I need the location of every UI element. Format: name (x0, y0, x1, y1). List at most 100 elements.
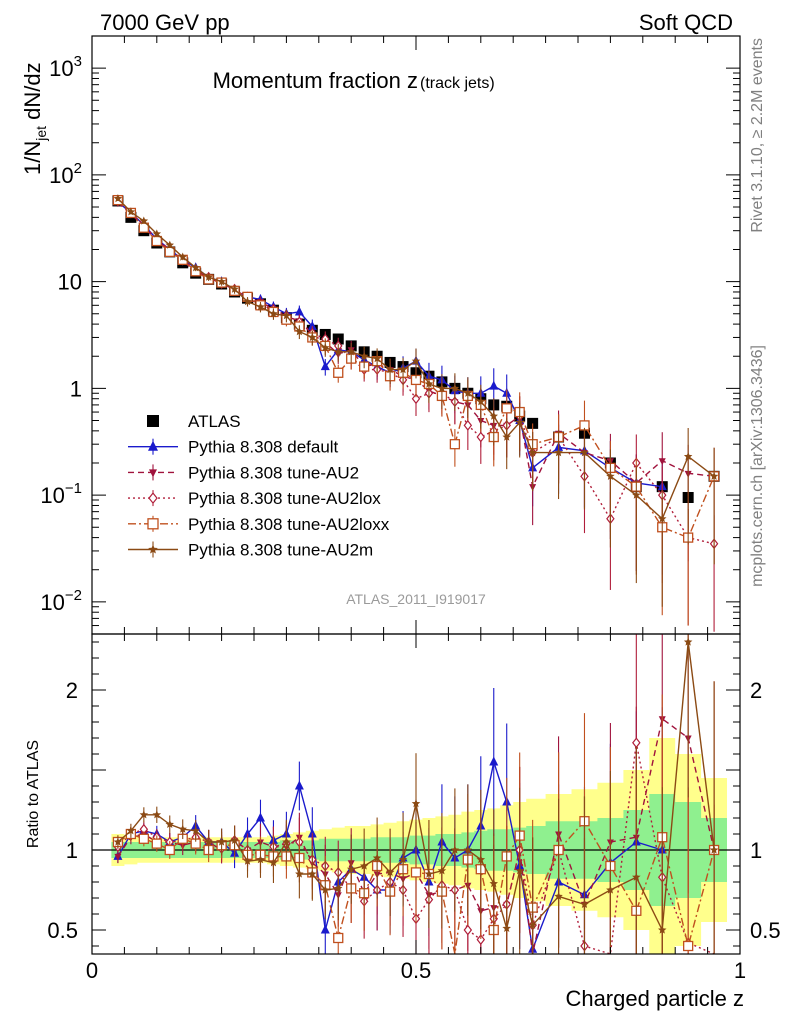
rivet-label: Rivet 3.1.10, ≥ 2.2M events (749, 38, 766, 233)
legend-label: Pythia 8.308 tune-AU2lox (188, 489, 381, 508)
ylabel-sub: jet (33, 126, 49, 142)
y-tick-exp: 2 (74, 160, 82, 177)
ratio-point-au2m (580, 899, 589, 908)
legend-label: Pythia 8.308 default (188, 438, 339, 457)
mcplots-label: mcplots.cern.ch [arXiv:1306.3436] (749, 345, 766, 587)
point-au2m (282, 311, 291, 320)
series-line-au2 (117, 202, 715, 489)
ratio-line-au2m (117, 641, 715, 933)
ratio-point-au2m (450, 845, 460, 854)
ratio-point-au2lox (476, 934, 486, 946)
ratio-point-au2m (282, 837, 291, 846)
point-au2m (256, 302, 265, 311)
ratio-point-au2loxx (164, 844, 175, 856)
point-au2lox (476, 431, 486, 443)
main-title: Momentum fraction z (213, 68, 418, 93)
ratio-point-au2m (359, 861, 369, 870)
ratio-point-au2m (256, 855, 265, 864)
point-au2m (295, 327, 304, 336)
y-tick-exp: −2 (65, 587, 82, 604)
legend-label: Pythia 8.308 tune-AU2 (188, 463, 359, 482)
legend-item-atlas: ATLAS (147, 412, 241, 431)
ratio-point-au2m (709, 845, 719, 854)
legend-label: Pythia 8.308 tune-AU2loxx (188, 515, 390, 534)
legend-marker-au2loxx (147, 518, 159, 530)
ratio-panel: 0.5 0.51 12 20 0.5 1 Ratio to ATLAS Charged p… (25, 633, 781, 1011)
legend: ATLAS Pythia 8.308 default Pythia 8.308 tu… (128, 412, 390, 560)
svg-text:1/Njet dN/dz: 1/Njet dN/dz (20, 62, 49, 175)
x-tick-label: 0.5 (401, 958, 432, 983)
ratio-point-au2m (632, 872, 641, 881)
legend-item-au2lox: Pythia 8.308 tune-AU2lox (128, 489, 381, 508)
y-tick-label: 10 (58, 270, 82, 295)
point-au2m (243, 297, 252, 306)
x-axis-label: Charged particle z (565, 986, 744, 1011)
point-au2m (554, 448, 563, 457)
point-default (320, 361, 330, 371)
legend-label: Pythia 8.308 tune-AU2m (188, 541, 373, 560)
y-tick-label: 10−1 (40, 480, 82, 508)
ratio-point-au2lox (463, 924, 473, 936)
point-au2m (204, 272, 213, 281)
legend-marker-atlas (147, 415, 159, 427)
ratio-point-au2m (217, 837, 226, 846)
point-au2m (308, 332, 317, 342)
ratio-point-au2m (385, 867, 395, 876)
point-au2loxx (151, 235, 162, 247)
ratio-point-au2m (372, 853, 382, 862)
ratio-y-tick-label-right: 2 (750, 678, 762, 703)
point-au2 (658, 458, 666, 466)
y-tick-base: 10 (49, 56, 73, 81)
header-right: Soft QCD (639, 10, 733, 35)
series-line-au2lox (117, 199, 715, 545)
y-tick-label: 10−2 (40, 587, 82, 615)
legend-marker-default (148, 440, 158, 451)
y-tick-label: 1 (70, 376, 82, 401)
ratio-point-default (320, 924, 330, 934)
ratio-point-au2m (424, 869, 434, 878)
ratio-point-au2 (114, 853, 122, 861)
ratio-point-au2m (165, 819, 174, 828)
ratio-point-au2m (126, 826, 136, 835)
ratio-point-au2m (321, 885, 330, 894)
point-au2m (424, 379, 434, 388)
legend-item-au2m: Pythia 8.308 tune-AU2m (128, 541, 373, 560)
ratio-point-au2m (476, 855, 486, 864)
ratio-point-au2m (683, 637, 693, 646)
ratio-point-au2m (113, 837, 123, 846)
point-au2m (476, 397, 486, 406)
ratio-point-au2m (269, 858, 278, 867)
ratio-point-au2m (658, 925, 667, 934)
ratio-y-tick-label-right: 0.5 (750, 918, 781, 943)
y-tick-exp: −1 (65, 480, 82, 497)
watermark: ATLAS_2011_I919017 (346, 591, 486, 607)
legend-item-au2: Pythia 8.308 tune-AU2 (128, 463, 359, 482)
ratio-y-tick-label-left: 2 (66, 678, 78, 703)
main-plot-content (112, 194, 720, 632)
ratio-line-au2lox (117, 742, 715, 955)
point-au2m (321, 343, 330, 352)
header-left: 7000 GeV pp (100, 10, 230, 35)
point-au2m (528, 448, 537, 457)
ratio-point-default (255, 812, 265, 822)
point-au2m (489, 411, 498, 420)
ratio-point-au2m (398, 855, 408, 864)
point-au2m (709, 471, 719, 480)
point-au2loxx (333, 367, 344, 378)
y-tick-label: 102 (49, 160, 82, 188)
ylabel-tail: dN/dz (20, 62, 45, 126)
x-tick-label: 0 (86, 958, 98, 983)
main-ylabel: 1/Njet dN/dz (20, 62, 49, 175)
point-au2m (658, 514, 667, 523)
ratio-point-au2m (152, 810, 162, 819)
ratio-point-au2loxx (333, 932, 344, 944)
ratio-axes: 0.5 0.51 12 20 0.5 1 (47, 634, 781, 983)
point-atlas (527, 417, 539, 429)
ratio-point-default (294, 780, 304, 790)
ratio-point-au2m (178, 824, 187, 833)
ratio-point-au2m (606, 885, 615, 894)
point-au2m (385, 365, 395, 374)
